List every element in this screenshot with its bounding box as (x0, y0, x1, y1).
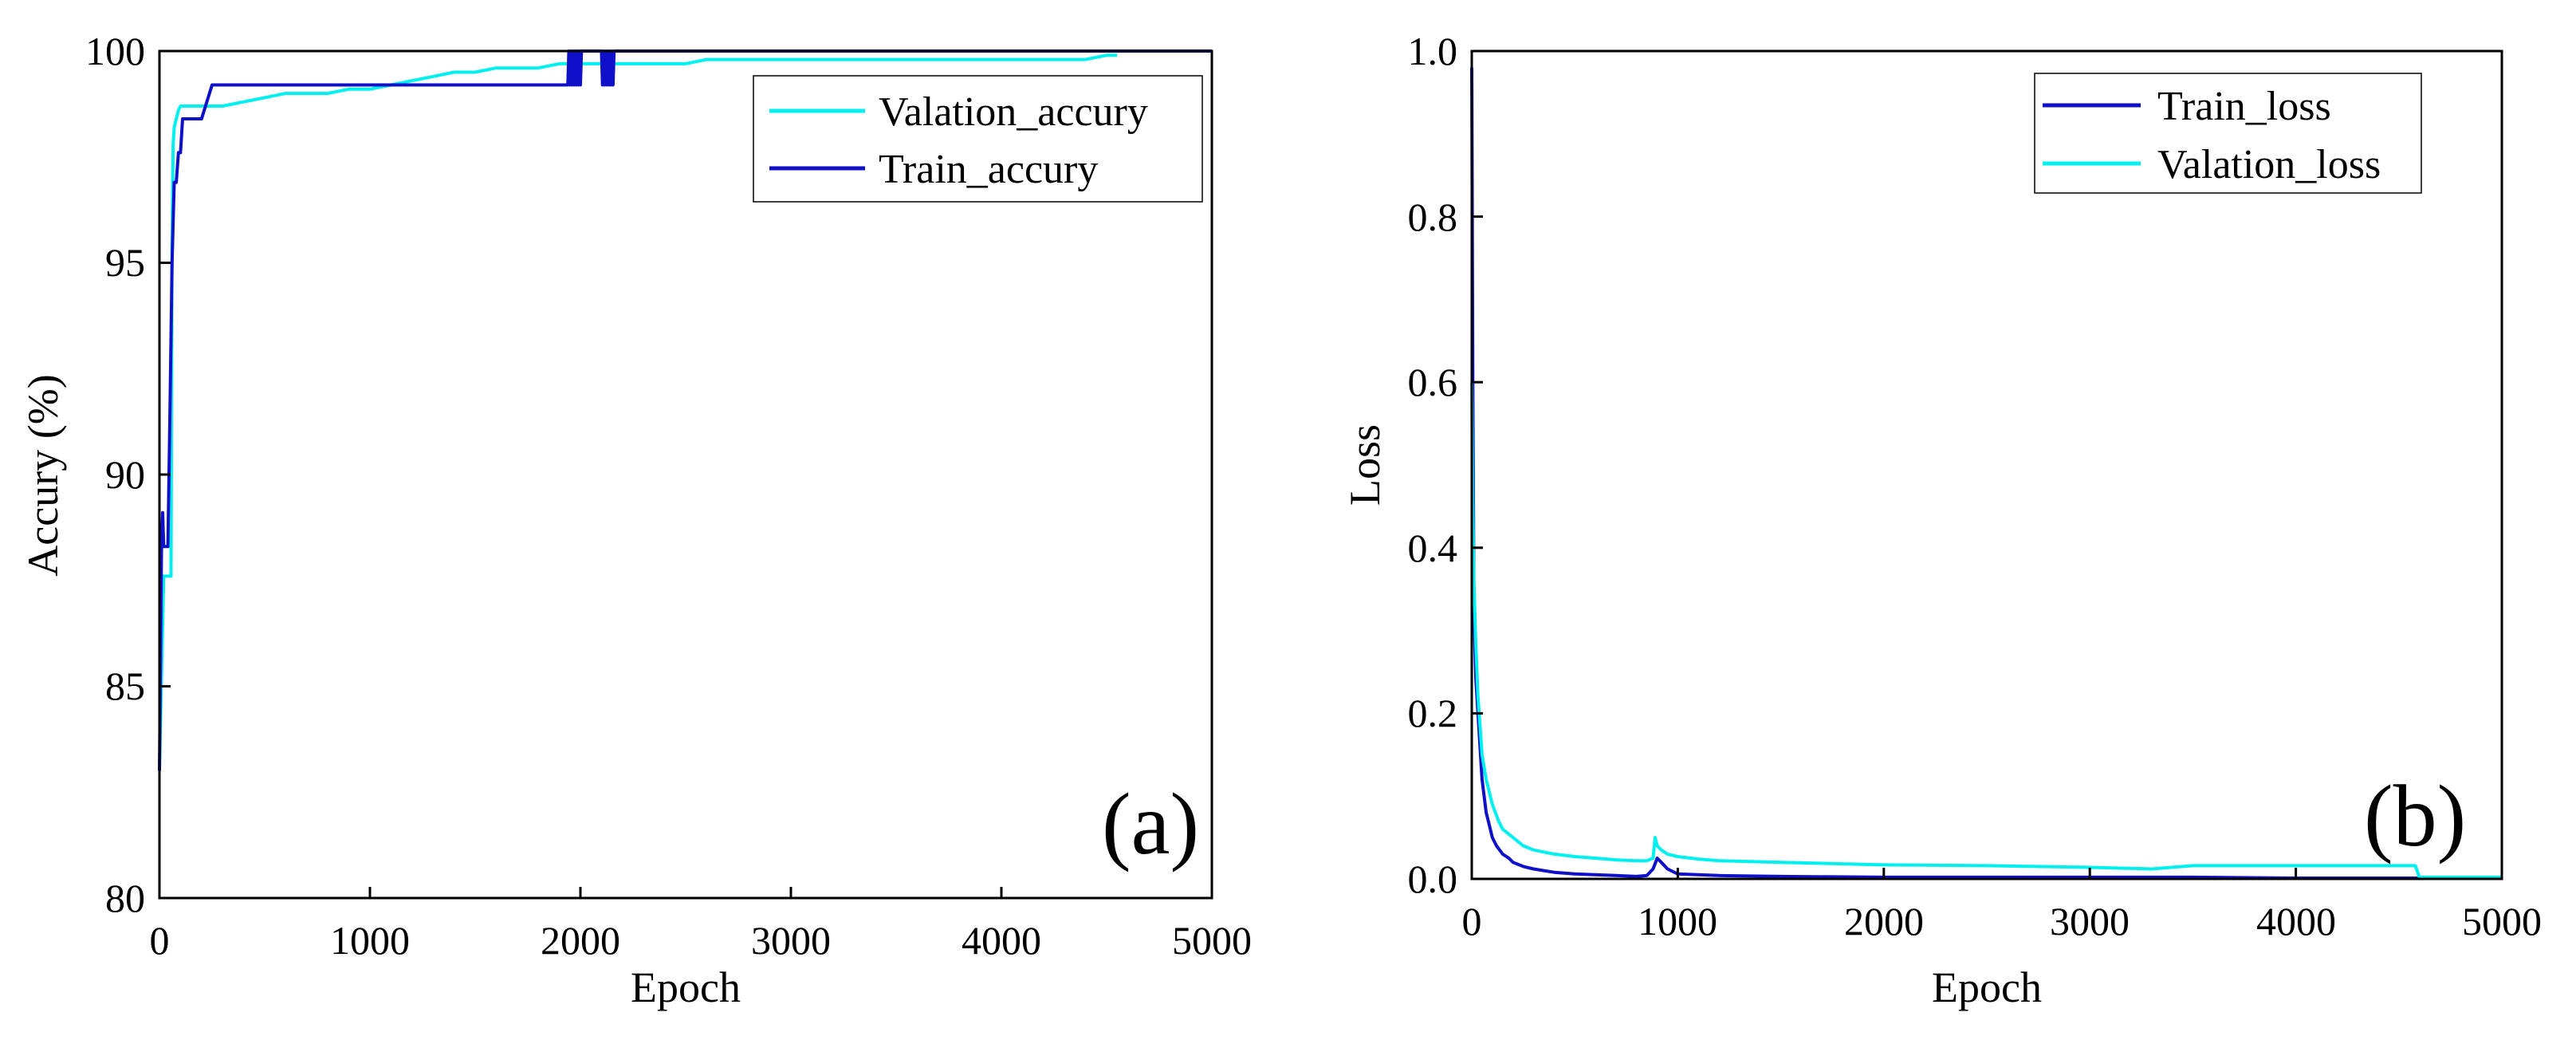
panel-b-plot-frame (1470, 49, 2503, 881)
panel-b-xtick-label: 2000 (1844, 899, 1924, 944)
panel-a-ytick-label: 100 (85, 29, 145, 73)
panel-a-ytick-label: 90 (105, 452, 145, 497)
panel-b-y-axis-label: Loss (1341, 424, 1389, 506)
panel-a-xtick-label: 5000 (1172, 918, 1252, 963)
panel-a-xtick-label: 1000 (330, 918, 410, 963)
panel-b-xtick-label: 4000 (2256, 899, 2336, 944)
panel-a-series-layer (158, 49, 1212, 771)
panel-a-ytick-label: 85 (105, 664, 145, 708)
panel-b-legend: Train_loss Valation_loss (2034, 73, 2422, 194)
panel-a-xtick-label: 4000 (962, 918, 1041, 963)
panel-a-xtick-label: 0 (150, 918, 170, 963)
panel-a-tick-marks (158, 49, 1213, 900)
panel-b-xtick-label: 3000 (2050, 899, 2130, 944)
panel-a-ytick-label: 95 (105, 240, 145, 285)
panel-b-xtick-label: 1000 (1638, 899, 1717, 944)
panel-a-xtick-label: 2000 (541, 918, 620, 963)
panel-b-legend-label-train: Train_loss (2157, 84, 2331, 129)
panel-a-legend-label-train: Train_accury (879, 147, 1098, 192)
panel-b-ytick-label: 0.0 (1408, 857, 1458, 901)
panel-b-label: (b) (2364, 767, 2466, 865)
panel-a-accuracy-chart: 80 85 90 95 100 0 1000 2000 3000 4000 50… (19, 29, 1252, 1011)
panel-b-legend-label-validation: Valation_loss (2157, 142, 2381, 187)
panel-b-series-line-valation-loss (1470, 382, 2502, 879)
panel-b-ytick-label: 1.0 (1408, 29, 1458, 73)
panel-a-label: (a) (1102, 775, 1199, 873)
panel-a-legend: Valation_accury Train_accury (753, 75, 1203, 203)
panel-b-x-axis-label: Epoch (1932, 963, 2042, 1011)
panel-a-legend-label-validation: Valation_accury (879, 89, 1148, 135)
panel-b-tick-marks (1470, 49, 2503, 881)
panel-b-ytick-label: 0.8 (1408, 195, 1458, 239)
panel-b-ytick-label: 0.2 (1408, 691, 1458, 735)
panel-b-loss-chart: 0.0 0.2 0.4 0.6 0.8 1.0 0 1000 2000 3000… (1341, 29, 2542, 1011)
panel-a-series-line-valation-accury (158, 53, 1118, 771)
panel-a-ytick-label: 80 (105, 876, 145, 920)
panel-b-ytick-label: 0.6 (1408, 360, 1458, 404)
panel-a-y-axis-label: Accury (%) (19, 374, 67, 576)
panel-b-xtick-label: 0 (1462, 899, 1482, 944)
panel-b-legend-box (2034, 73, 2422, 194)
panel-b-series-line-train-loss (1470, 67, 2502, 880)
panel-a-xtick-label: 3000 (751, 918, 831, 963)
panel-b-ytick-label: 0.4 (1408, 526, 1458, 570)
panel-b-xtick-label: 5000 (2462, 899, 2542, 944)
panel-a-series-line-train-accury (158, 49, 1212, 771)
panel-a-x-axis-label: Epoch (631, 963, 741, 1011)
panel-a-legend-box (753, 75, 1203, 203)
panel-b-series-layer (1470, 67, 2502, 880)
